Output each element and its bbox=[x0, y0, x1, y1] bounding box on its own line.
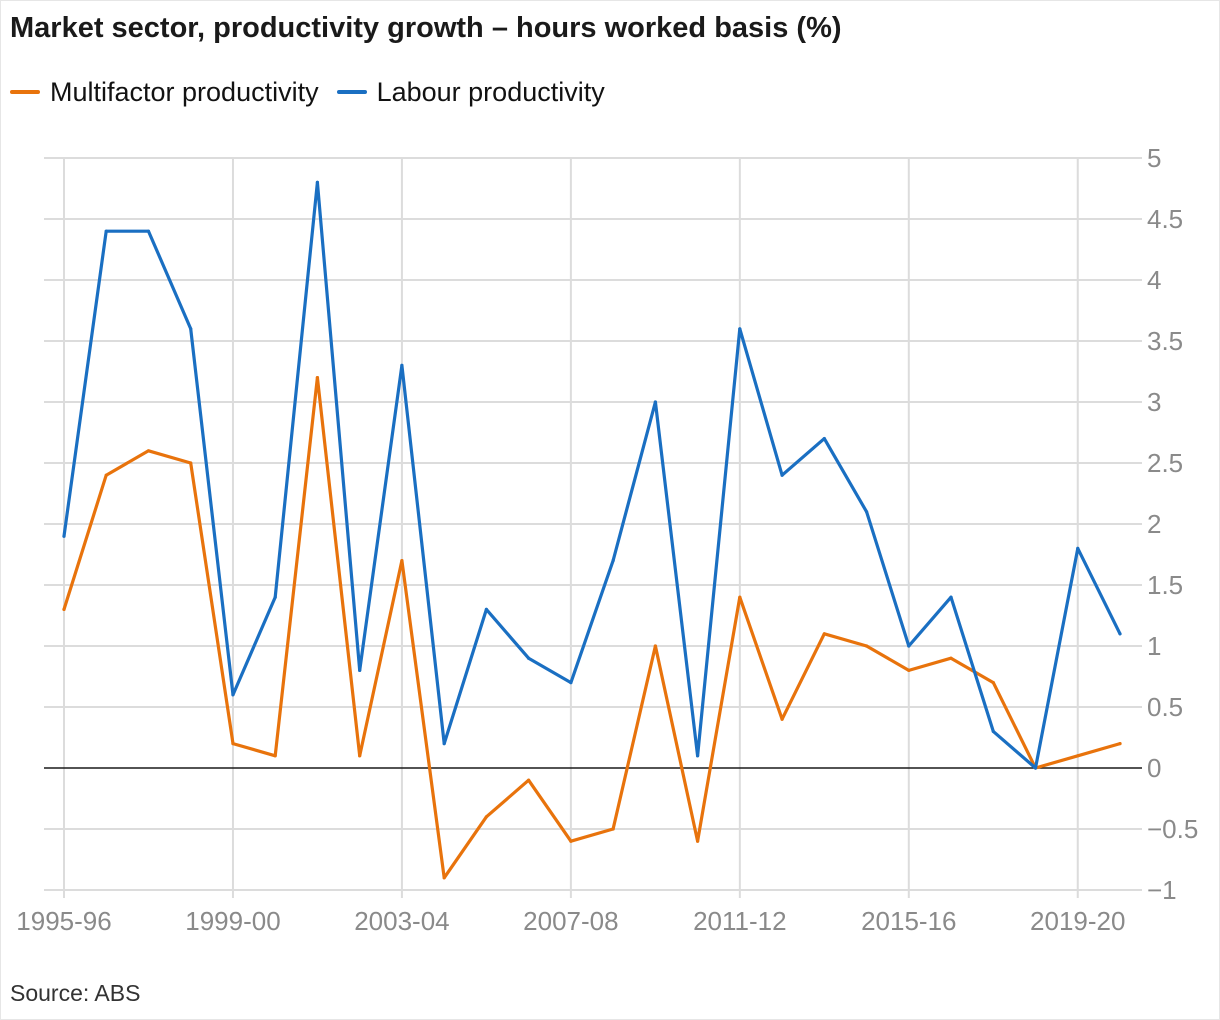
series-line-labour bbox=[62, 180, 1122, 770]
data-point-labour bbox=[527, 656, 531, 660]
x-tick-label: 2015-16 bbox=[861, 906, 956, 936]
y-tick-label: 4.5 bbox=[1147, 204, 1183, 234]
data-point-multifactor bbox=[358, 754, 362, 758]
legend: Multifactor productivity Labour producti… bbox=[10, 74, 623, 110]
y-tick-label: 0.5 bbox=[1147, 692, 1183, 722]
data-point-labour bbox=[484, 607, 488, 611]
data-point-multifactor bbox=[653, 644, 657, 648]
data-point-labour bbox=[273, 595, 277, 599]
data-point-labour bbox=[62, 534, 66, 538]
line-chart: 5 4.5 4 3.5 3 2.5 2 1.5 1 0.5 0 −0.5 −1 1995-96 1999-0… bbox=[16, 143, 1198, 936]
data-point-labour bbox=[696, 754, 700, 758]
data-point-labour bbox=[949, 595, 953, 599]
data-point-multifactor bbox=[738, 595, 742, 599]
data-point-labour bbox=[315, 180, 320, 184]
data-point-multifactor bbox=[991, 681, 995, 685]
data-point-labour bbox=[189, 327, 193, 331]
data-point-labour bbox=[611, 559, 615, 563]
data-point-multifactor bbox=[780, 717, 784, 721]
data-point-labour bbox=[400, 363, 404, 367]
data-point-multifactor bbox=[527, 778, 531, 782]
x-tick-label: 1995-96 bbox=[16, 906, 111, 936]
data-point-labour bbox=[104, 229, 108, 233]
legend-label-multifactor: Multifactor productivity bbox=[50, 76, 319, 107]
x-tick-label: 2019-20 bbox=[1030, 906, 1125, 936]
data-point-multifactor bbox=[273, 754, 277, 758]
y-tick-label: 1.5 bbox=[1147, 570, 1183, 600]
source-note: Source: ABS bbox=[10, 980, 141, 1006]
data-point-multifactor bbox=[484, 815, 488, 819]
y-tick-label: 0 bbox=[1147, 753, 1161, 783]
data-point-multifactor bbox=[907, 668, 911, 673]
data-point-labour bbox=[442, 742, 446, 746]
y-tick-label: 4 bbox=[1147, 265, 1161, 295]
data-point-multifactor bbox=[231, 742, 235, 746]
legend-item-multifactor: Multifactor productivity bbox=[10, 77, 319, 108]
data-point-multifactor bbox=[442, 876, 446, 880]
x-tick-label: 2003-04 bbox=[354, 906, 449, 936]
data-point-labour bbox=[780, 473, 784, 477]
data-point-multifactor bbox=[611, 827, 615, 831]
y-tick-label: 3 bbox=[1147, 387, 1161, 417]
legend-swatch-labour bbox=[336, 90, 367, 94]
legend-label-labour: Labour productivity bbox=[376, 76, 605, 107]
x-tick-label: 2011-12 bbox=[693, 906, 787, 936]
series-line-multifactor bbox=[62, 376, 1122, 880]
x-tick-label: 2007-08 bbox=[523, 906, 618, 936]
data-point-multifactor bbox=[864, 644, 869, 648]
chart-title: Market sector, productivity growth – hou… bbox=[10, 12, 842, 44]
data-point-labour bbox=[569, 681, 573, 685]
y-tick-label: −0.5 bbox=[1147, 814, 1198, 844]
y-tick-label: 5 bbox=[1147, 143, 1161, 173]
data-point-multifactor bbox=[189, 461, 193, 465]
data-point-labour bbox=[358, 668, 362, 673]
data-point-multifactor bbox=[696, 839, 700, 843]
data-point-multifactor bbox=[822, 632, 826, 636]
data-point-labour bbox=[864, 510, 869, 514]
data-point-labour bbox=[653, 400, 657, 404]
data-point-labour bbox=[991, 729, 995, 734]
data-point-labour bbox=[907, 644, 911, 648]
data-point-multifactor bbox=[1118, 742, 1122, 746]
data-point-multifactor bbox=[1076, 754, 1080, 758]
x-tick-label: 1999-00 bbox=[185, 906, 280, 936]
y-tick-label: 2.5 bbox=[1147, 448, 1183, 478]
y-tick-label: 1 bbox=[1147, 631, 1161, 661]
data-point-labour bbox=[1033, 766, 1038, 770]
y-tick-label: −1 bbox=[1147, 875, 1177, 905]
data-point-multifactor bbox=[949, 656, 953, 660]
y-tick-label: 3.5 bbox=[1147, 326, 1183, 356]
data-point-multifactor bbox=[315, 376, 320, 380]
data-point-multifactor bbox=[146, 449, 151, 453]
legend-item-labour: Labour productivity bbox=[336, 76, 605, 108]
data-point-multifactor bbox=[400, 559, 404, 563]
data-point-multifactor bbox=[62, 607, 66, 611]
data-point-labour bbox=[1076, 546, 1080, 550]
data-point-labour bbox=[1118, 632, 1122, 636]
data-point-labour bbox=[231, 693, 235, 697]
data-point-labour bbox=[738, 327, 742, 331]
legend-swatch-multifactor bbox=[10, 90, 40, 94]
data-point-labour bbox=[146, 229, 151, 233]
data-point-multifactor bbox=[104, 473, 108, 477]
y-tick-label: 2 bbox=[1147, 509, 1161, 539]
data-point-multifactor bbox=[569, 839, 573, 843]
data-point-labour bbox=[822, 437, 826, 441]
